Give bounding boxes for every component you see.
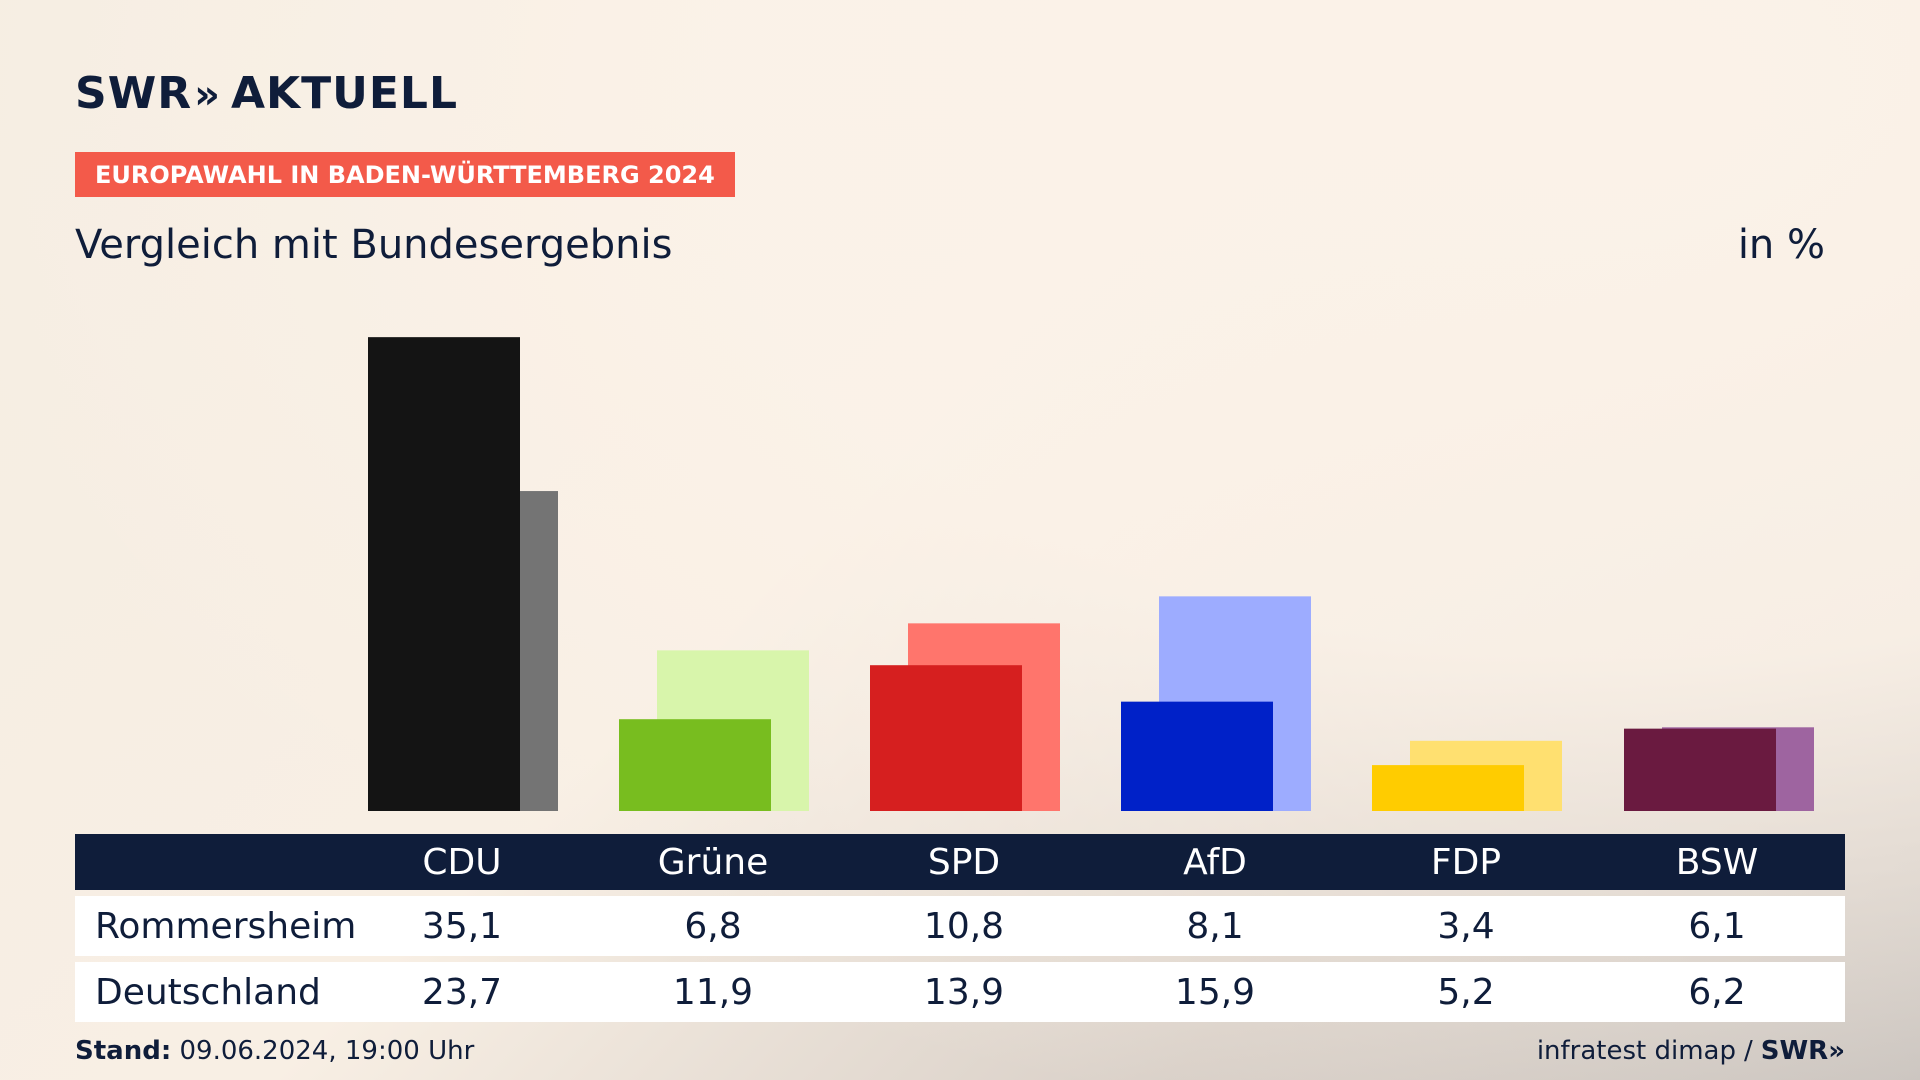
swr-small-logo: SWR» [1760,1036,1845,1066]
table-cell: 6,8 [684,905,742,947]
bar-rommersheim-cdu [368,337,520,811]
stand-label: Stand: [75,1036,172,1066]
logo-swr: SWR [75,68,193,119]
table-cell: 15,9 [1174,971,1256,1013]
table-cell: 10,8 [923,905,1005,947]
source-separator: / [1744,1036,1753,1066]
stand-value: 09.06.2024, 19:00 Uhr [179,1036,475,1066]
column-header: BSW [1675,841,1759,883]
results-table: CDU Grüne SPD AfD FDP BSW Rommersheim 35,1 6,8… [75,834,1845,1022]
table-cell: 11,9 [672,971,754,1013]
swr-aktuell-logo: SWR» AKTUELL [75,68,458,119]
column-header: CDU [422,841,502,883]
table-cell: 8,1 [1186,905,1244,947]
bar-rommersheim-afd [1121,701,1273,811]
chart-subtitle: Vergleich mit Bundesergebnis [75,222,673,268]
bar-rommersheim-grüne [619,719,771,811]
column-header: Grüne [657,841,769,883]
source-credit: infratest dimap / SWR» [1537,1036,1845,1066]
table-cell: 6,2 [1688,971,1746,1013]
logo-aktuell: AKTUELL [230,68,458,119]
bar-rommersheim-bsw [1624,728,1776,811]
table-cell: 23,7 [421,971,503,1013]
timestamp: Stand: 09.06.2024, 19:00 Uhr [75,1036,474,1066]
column-header: FDP [1430,841,1502,883]
table-header: CDU Grüne SPD AfD FDP BSW [75,834,1845,890]
election-tag: EUROPAWAHL IN BADEN-WÜRTTEMBERG 2024 [75,152,735,197]
table-cell: 5,2 [1437,971,1495,1013]
table-cell: 13,9 [923,971,1005,1013]
logo-chevron-icon: » [194,72,221,118]
table-row: Rommersheim 35,1 6,8 10,8 8,1 3,4 6,1 [75,896,1845,956]
row-label: Deutschland [95,971,321,1013]
row-label: Rommersheim [95,905,357,947]
column-header: SPD [927,841,1001,883]
table-cell: 6,1 [1688,905,1746,947]
column-header: AfD [1183,841,1247,883]
unit-label: in % [1737,222,1825,268]
table-cell: 35,1 [421,905,503,947]
bar-rommersheim-fdp [1372,765,1524,811]
source-name: infratest dimap [1536,1036,1736,1066]
bar-rommersheim-spd [870,665,1022,811]
table-cell: 3,4 [1437,905,1495,947]
table-row: Deutschland 23,7 11,9 13,9 15,9 5,2 6,2 [75,962,1845,1022]
